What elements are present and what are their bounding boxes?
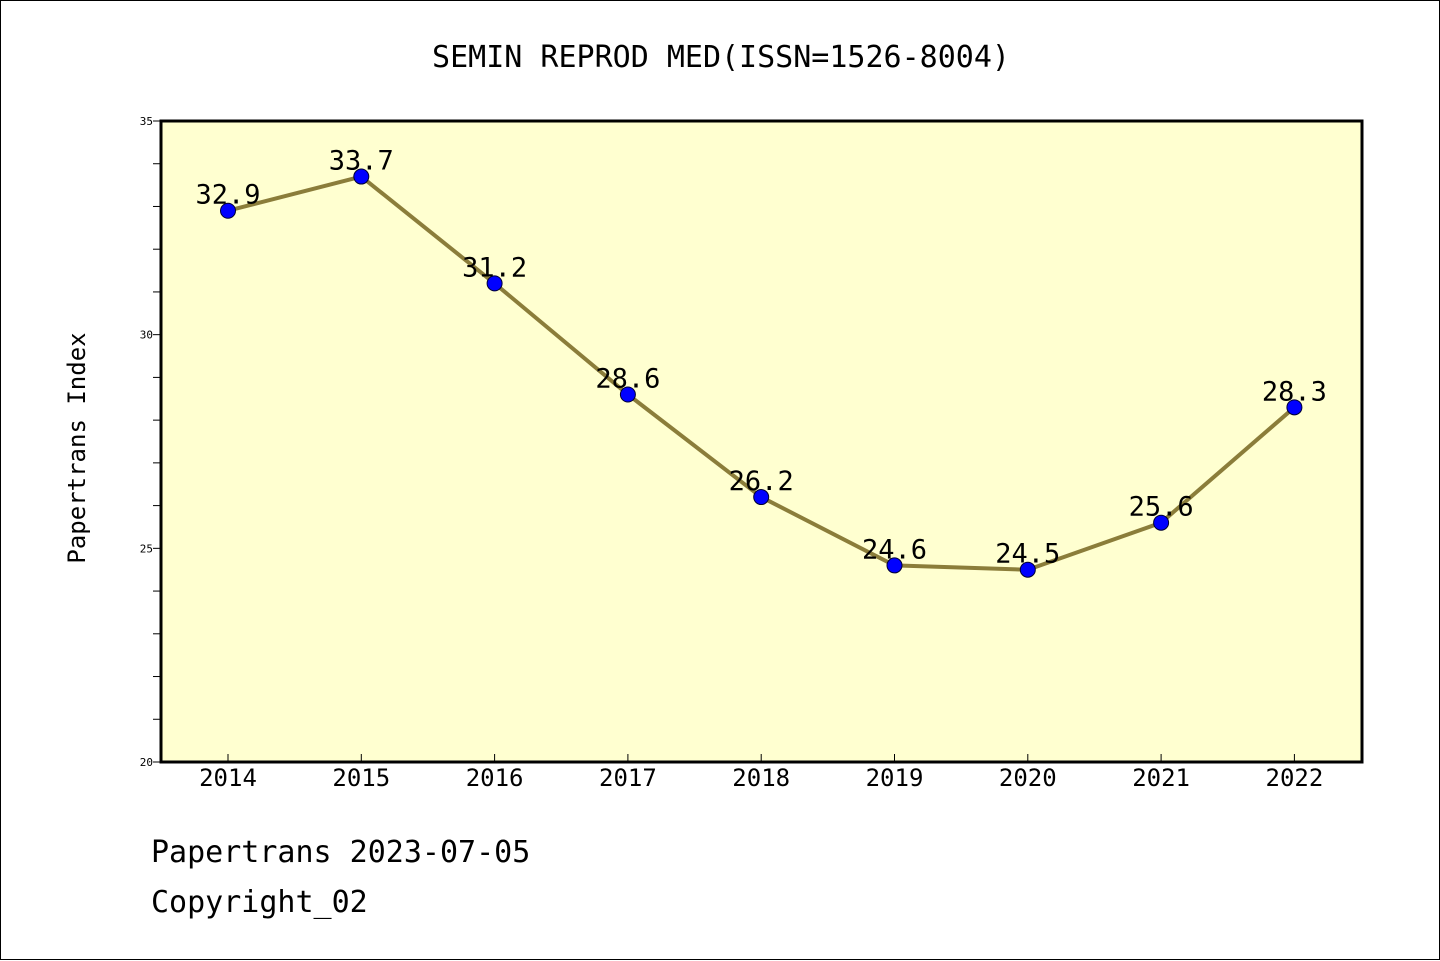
data-label: 25.6 <box>1129 492 1194 523</box>
data-point <box>486 275 503 292</box>
data-point <box>1286 399 1303 416</box>
series-layer: 32.9 33.7 31.2 28.6 26.2 24.6 24.5 25.6 28.3 <box>195 146 1327 578</box>
data-label: 33.7 <box>329 146 394 177</box>
y-tick-label: 20 <box>140 756 153 769</box>
x-tick-label: 2014 <box>199 764 257 792</box>
data-point <box>886 557 903 574</box>
x-tick-label: 2022 <box>1266 764 1324 792</box>
footer-date: Papertrans 2023-07-05 <box>151 835 531 870</box>
data-label: 28.6 <box>595 363 660 394</box>
data-point <box>1019 561 1036 578</box>
x-axis: 2014 2015 2016 2017 2018 2019 2020 2021 2022 <box>199 754 1323 792</box>
data-label: 24.6 <box>862 534 927 565</box>
chart-title: SEMIN REPROD MED(ISSN=1526-8004) <box>432 40 1010 75</box>
data-label: 28.3 <box>1262 376 1327 407</box>
y-tick-label: 35 <box>140 115 153 128</box>
data-point <box>353 168 370 185</box>
y-axis: 20 25 30 35 <box>140 115 161 769</box>
plot-border <box>159 119 1364 764</box>
data-point <box>1153 514 1170 531</box>
x-tick-label: 2015 <box>332 764 390 792</box>
x-tick-label: 2021 <box>1132 764 1190 792</box>
x-tick-label: 2018 <box>732 764 790 792</box>
data-label: 32.9 <box>195 180 260 211</box>
y-axis-label: Papertrans Index <box>63 332 91 563</box>
data-label: 26.2 <box>729 466 794 497</box>
x-tick-label: 2020 <box>999 764 1057 792</box>
x-tick-label: 2019 <box>866 764 924 792</box>
data-point <box>220 202 236 219</box>
footer-copyright: Copyright_02 <box>151 885 368 920</box>
data-label: 31.2 <box>462 252 527 283</box>
y-tick-label: 30 <box>140 329 153 342</box>
data-point <box>753 489 770 506</box>
x-tick-label: 2017 <box>599 764 657 792</box>
data-point <box>619 386 636 403</box>
plot-area <box>161 121 1362 762</box>
x-tick-label: 2016 <box>466 764 524 792</box>
data-label: 24.5 <box>995 539 1060 570</box>
y-tick-label: 25 <box>140 542 153 555</box>
